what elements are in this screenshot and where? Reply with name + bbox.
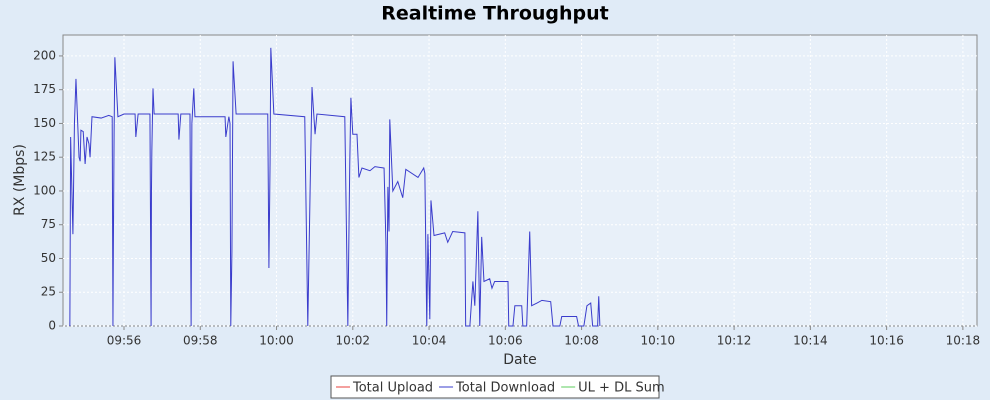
y-tick-label: 0 [48,319,56,333]
y-tick-label: 200 [33,48,56,62]
x-tick-label: 09:58 [183,334,218,348]
y-tick-label: 175 [33,82,56,96]
x-tick-label: 10:18 [946,334,981,348]
x-tick-label: 10:00 [259,334,294,348]
x-tick-label: 10:08 [564,334,599,348]
legend-box [330,375,660,399]
x-tick-label: 10:04 [412,334,447,348]
x-axis-label: Date [503,352,536,368]
x-tick-label: 10:06 [488,334,523,348]
y-tick-label: 150 [33,116,56,130]
plot-area [62,34,978,327]
y-tick-label: 25 [41,285,56,299]
x-tick-label: 10:16 [869,334,904,348]
y-tick-label: 50 [41,251,56,265]
y-tick-label: 125 [33,150,56,164]
series-line [69,47,601,327]
legend-label: Total Upload [352,381,433,396]
x-tick-label: 10:14 [793,334,828,348]
x-tick-label: 10:12 [717,334,752,348]
chart-title: Realtime Throughput [381,3,609,25]
x-tick-label: 10:02 [335,334,370,348]
y-tick-label: 75 [41,217,56,231]
y-tick-label: 100 [33,183,56,197]
x-tick-label: 09:56 [107,334,142,348]
legend-label: Total Download [455,381,555,396]
legend-label: UL + DL Sum [578,381,664,396]
x-tick-label: 10:10 [641,334,676,348]
y-axis-label: RX (Mbps) [12,144,28,216]
